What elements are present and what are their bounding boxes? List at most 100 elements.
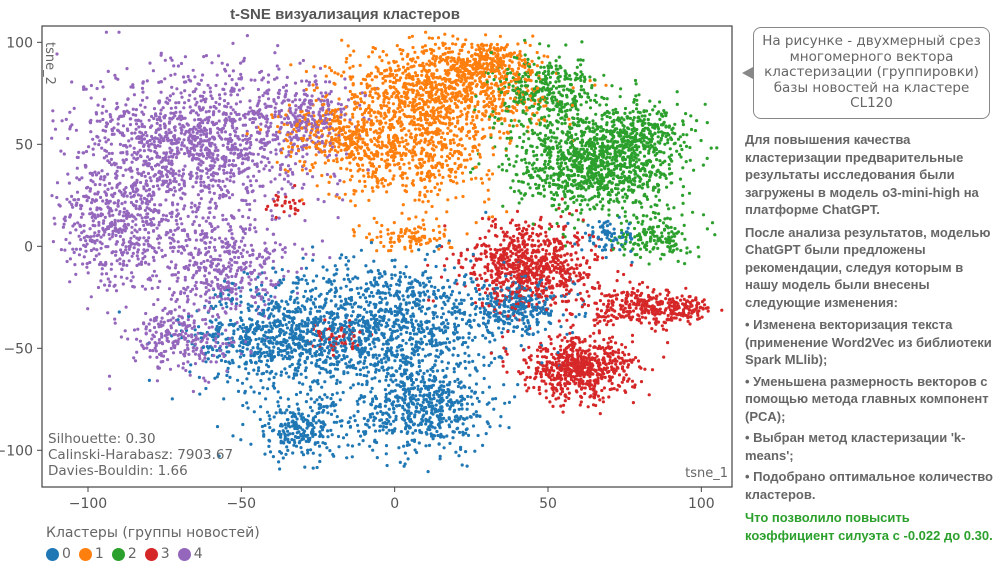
scatter-point-cluster-1 (447, 85, 451, 89)
scatter-point-cluster-4 (243, 123, 248, 127)
scatter-point-cluster-0 (441, 368, 445, 373)
scatter-point-cluster-1 (451, 138, 455, 142)
scatter-point-cluster-0 (559, 325, 563, 329)
scatter-point-cluster-3 (578, 348, 582, 352)
scatter-point-cluster-0 (338, 256, 342, 260)
scatter-point-cluster-4 (84, 244, 88, 249)
scatter-point-cluster-0 (355, 286, 359, 290)
scatter-point-cluster-0 (310, 354, 314, 358)
scatter-point-cluster-4 (148, 61, 152, 65)
scatter-point-cluster-4 (367, 117, 371, 121)
scatter-point-cluster-0 (481, 390, 485, 395)
scatter-point-cluster-2 (576, 194, 581, 198)
scatter-point-cluster-1 (461, 194, 465, 199)
scatter-point-cluster-0 (470, 402, 474, 406)
scatter-point-cluster-4 (231, 69, 235, 73)
scatter-point-cluster-0 (306, 392, 310, 396)
scatter-point-cluster-0 (530, 303, 534, 307)
scatter-point-cluster-3 (593, 339, 597, 343)
scatter-point-cluster-2 (656, 246, 660, 250)
scatter-point-cluster-3 (664, 297, 668, 301)
scatter-point-cluster-4 (231, 172, 236, 176)
scatter-point-cluster-0 (303, 465, 307, 469)
scatter-point-cluster-2 (520, 84, 524, 88)
scatter-point-cluster-1 (419, 85, 423, 89)
scatter-point-cluster-2 (520, 145, 524, 150)
scatter-point-cluster-2 (658, 100, 662, 104)
scatter-point-cluster-0 (271, 455, 275, 459)
scatter-point-cluster-0 (261, 386, 265, 390)
scatter-point-cluster-2 (665, 216, 670, 220)
scatter-point-cluster-0 (408, 275, 412, 279)
scatter-point-cluster-1 (407, 129, 411, 133)
scatter-point-cluster-4 (90, 201, 94, 205)
scatter-point-cluster-3 (483, 235, 487, 239)
scatter-point-cluster-4 (213, 143, 217, 147)
scatter-point-cluster-4 (169, 56, 173, 60)
scatter-point-cluster-4 (300, 186, 304, 190)
scatter-point-cluster-2 (511, 179, 515, 183)
scatter-point-cluster-4 (202, 55, 206, 59)
scatter-point-cluster-4 (194, 87, 198, 91)
scatter-point-cluster-4 (89, 295, 93, 299)
scatter-point-cluster-0 (370, 386, 374, 390)
scatter-point-cluster-0 (378, 429, 382, 433)
scatter-point-cluster-4 (109, 142, 113, 146)
scatter-point-cluster-4 (177, 245, 181, 249)
scatter-point-cluster-0 (429, 276, 433, 280)
scatter-point-cluster-2 (555, 158, 560, 162)
scatter-point-cluster-3 (610, 387, 614, 391)
scatter-point-cluster-2 (515, 144, 519, 148)
scatter-point-cluster-0 (284, 426, 288, 430)
scatter-point-cluster-4 (79, 215, 83, 219)
scatter-point-cluster-4 (184, 238, 188, 243)
scatter-point-cluster-0 (346, 267, 350, 271)
scatter-point-cluster-4 (170, 236, 174, 241)
scatter-point-cluster-4 (216, 284, 220, 288)
scatter-point-cluster-0 (288, 357, 292, 361)
scatter-point-cluster-1 (464, 38, 468, 42)
scatter-point-cluster-4 (194, 210, 198, 214)
scatter-point-cluster-0 (477, 353, 481, 357)
scatter-point-cluster-1 (357, 128, 361, 132)
scatter-point-cluster-3 (628, 280, 632, 284)
scatter-point-cluster-0 (390, 311, 394, 316)
scatter-point-cluster-0 (393, 258, 397, 262)
scatter-point-cluster-0 (240, 381, 245, 385)
scatter-point-cluster-1 (439, 101, 443, 105)
scatter-point-cluster-3 (512, 274, 516, 278)
scatter-point-cluster-2 (697, 255, 701, 259)
scatter-point-cluster-1 (425, 62, 429, 66)
scatter-point-cluster-4 (173, 128, 177, 132)
scatter-point-cluster-0 (197, 375, 201, 379)
scatter-point-cluster-0 (293, 415, 298, 419)
scatter-point-cluster-2 (675, 102, 679, 106)
scatter-point-cluster-1 (491, 146, 495, 150)
scatter-point-cluster-1 (313, 161, 317, 165)
scatter-point-cluster-4 (181, 75, 186, 79)
scatter-point-cluster-1 (350, 92, 354, 97)
scatter-point-cluster-0 (435, 315, 439, 319)
scatter-point-cluster-1 (348, 161, 352, 165)
scatter-point-cluster-0 (356, 423, 360, 427)
scatter-point-cluster-1 (437, 169, 441, 173)
scatter-point-cluster-1 (533, 102, 537, 106)
scatter-point-cluster-4 (114, 107, 118, 111)
scatter-point-cluster-3 (647, 393, 651, 397)
scatter-point-cluster-0 (402, 298, 406, 302)
scatter-point-cluster-0 (426, 289, 430, 293)
scatter-point-cluster-4 (111, 213, 115, 217)
scatter-point-cluster-3 (539, 349, 543, 353)
scatter-point-cluster-4 (148, 355, 152, 359)
scatter-point-cluster-1 (441, 175, 445, 179)
scatter-point-cluster-3 (560, 338, 564, 342)
scatter-point-cluster-1 (289, 63, 293, 67)
scatter-point-cluster-0 (454, 298, 458, 302)
scatter-point-cluster-2 (578, 203, 582, 207)
scatter-point-cluster-0 (618, 248, 622, 252)
scatter-point-cluster-1 (438, 75, 442, 79)
scatter-point-cluster-3 (547, 252, 552, 256)
scatter-point-cluster-0 (288, 297, 292, 301)
scatter-point-cluster-4 (275, 64, 279, 68)
scatter-point-cluster-4 (228, 269, 232, 273)
